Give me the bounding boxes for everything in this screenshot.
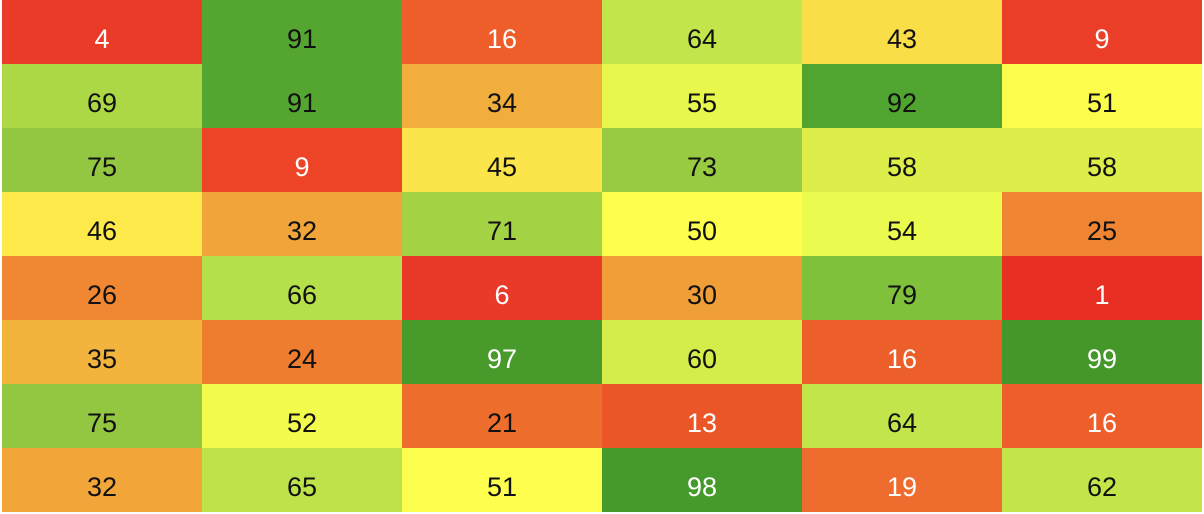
heatmap-cell: 4 — [2, 0, 202, 64]
heatmap-cell: 58 — [802, 128, 1002, 192]
heatmap-cell: 32 — [202, 192, 402, 256]
heatmap-cell: 51 — [1002, 64, 1202, 128]
heatmap-cell: 46 — [2, 192, 202, 256]
heatmap-cell: 79 — [802, 256, 1002, 320]
heatmap-cell: 75 — [2, 384, 202, 448]
heatmap-cell: 98 — [602, 448, 802, 512]
heatmap-cell: 16 — [1002, 384, 1202, 448]
heatmap-cell: 64 — [602, 0, 802, 64]
heatmap-cell: 66 — [202, 256, 402, 320]
heatmap-cell: 54 — [802, 192, 1002, 256]
heatmap-cell: 55 — [602, 64, 802, 128]
heatmap-cell: 25 — [1002, 192, 1202, 256]
heatmap-cell: 64 — [802, 384, 1002, 448]
heatmap-cell: 45 — [402, 128, 602, 192]
heatmap-cell: 34 — [402, 64, 602, 128]
heatmap-cell: 13 — [602, 384, 802, 448]
heatmap-cell: 9 — [202, 128, 402, 192]
heatmap-cell: 62 — [1002, 448, 1202, 512]
heatmap-cell: 71 — [402, 192, 602, 256]
heatmap-cell: 91 — [202, 0, 402, 64]
heatmap-cell: 19 — [802, 448, 1002, 512]
heatmap-cell: 16 — [802, 320, 1002, 384]
heatmap-cell: 50 — [602, 192, 802, 256]
heatmap-cell: 6 — [402, 256, 602, 320]
heatmap-cell: 51 — [402, 448, 602, 512]
heatmap-cell: 26 — [2, 256, 202, 320]
heatmap-cell: 32 — [2, 448, 202, 512]
heatmap-cell: 60 — [602, 320, 802, 384]
heatmap-cell: 58 — [1002, 128, 1202, 192]
heatmap-cell: 69 — [2, 64, 202, 128]
heatmap-cell: 24 — [202, 320, 402, 384]
heatmap-cell: 30 — [602, 256, 802, 320]
heatmap-cell: 43 — [802, 0, 1002, 64]
heatmap-cell: 97 — [402, 320, 602, 384]
heatmap-cell: 52 — [202, 384, 402, 448]
heatmap-cell: 1 — [1002, 256, 1202, 320]
heatmap-cell: 65 — [202, 448, 402, 512]
heatmap-cell: 92 — [802, 64, 1002, 128]
heatmap-cell: 91 — [202, 64, 402, 128]
heatmap-cell: 75 — [2, 128, 202, 192]
heatmap-cell: 21 — [402, 384, 602, 448]
heatmap-cell: 35 — [2, 320, 202, 384]
heatmap-cell: 73 — [602, 128, 802, 192]
heatmap-cell: 16 — [402, 0, 602, 64]
heatmap-cell: 9 — [1002, 0, 1202, 64]
heatmap-cell: 99 — [1002, 320, 1202, 384]
